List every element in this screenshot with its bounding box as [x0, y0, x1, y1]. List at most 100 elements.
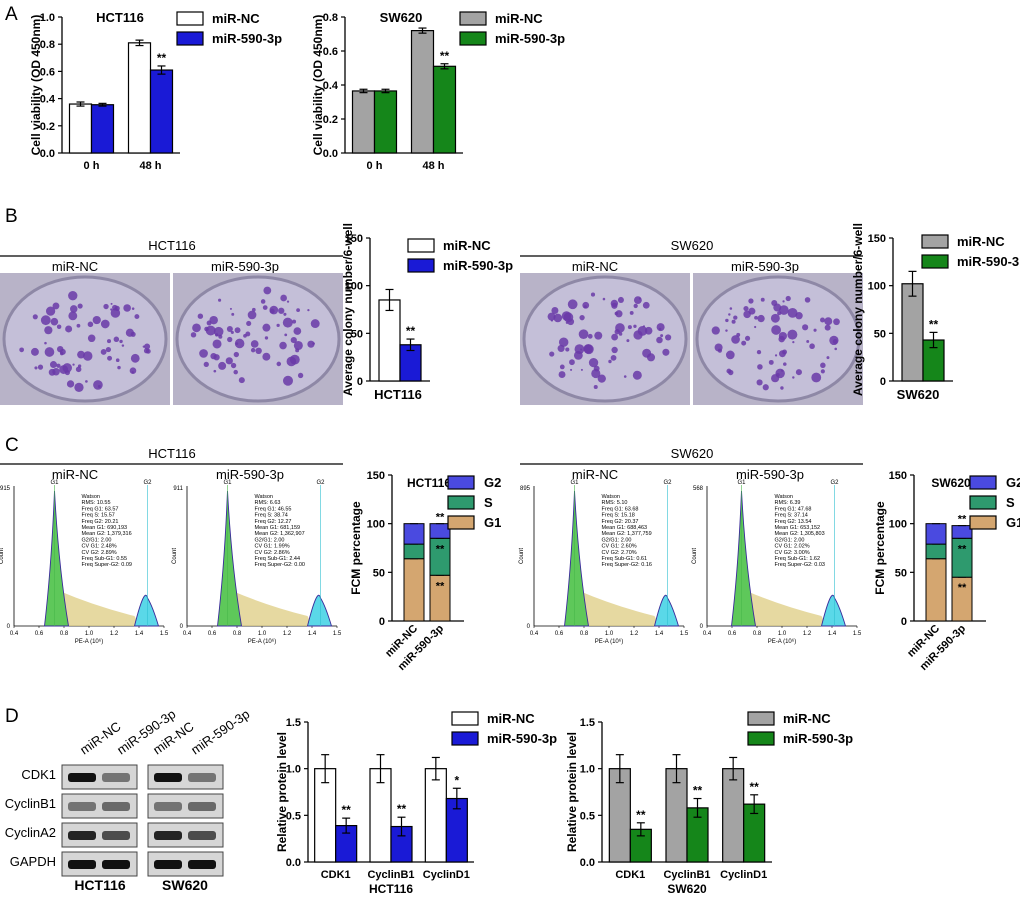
colony-dot: [775, 372, 780, 377]
colony-dot: [590, 292, 596, 297]
legend-label: S: [484, 495, 493, 510]
legend-label: miR-NC: [957, 234, 1005, 249]
stacked-bar-segment: [925, 558, 947, 622]
legend-label: G2: [484, 475, 501, 490]
colony-dot: [820, 369, 825, 374]
colony-dot: [44, 341, 47, 345]
colony-dot: [203, 361, 209, 368]
colony-dot: [119, 339, 123, 344]
significance-label: **: [958, 582, 967, 594]
hist-label: miR-590-3p: [216, 467, 284, 482]
fcm-stat-line: Freq G1: 63.57: [82, 506, 119, 512]
western-blot: miR-NCmiR-590-3pmiR-NCmiR-590-3pCDK1Cycl…: [5, 706, 253, 893]
colony-dot: [292, 319, 297, 324]
fcm-stat-line: Mean G1: 688,463: [602, 525, 648, 531]
fcm-stat-line: Freq Sub-G1: 0.55: [82, 556, 128, 562]
blot-band: [154, 802, 182, 811]
hist-x-tick-label: 0.6: [555, 631, 564, 637]
colony-dot: [826, 356, 830, 360]
colony-dot: [662, 348, 670, 356]
colony-dot: [611, 333, 619, 341]
y-tick-label: 100: [345, 281, 363, 293]
chart-D-HCT116: 0.0 0.5 1.0 1.5 ** CDK1 ** CyclinB1 * CyclinD1 Rel…: [275, 717, 474, 881]
legend-swatch: [451, 711, 479, 726]
y-tick-label: 0.6: [323, 46, 338, 58]
fcm-stat-line: Freq Sub-G1: 1.62: [775, 556, 821, 562]
colony-dot: [618, 332, 623, 336]
colony-dot: [762, 384, 769, 391]
x-tick-label: 48 h: [422, 160, 444, 172]
x-tick-label: CyclinB1: [663, 869, 710, 881]
hist-y-max: 895: [520, 486, 531, 492]
colony-dot: [282, 317, 293, 328]
fcm-stat-line: Mean G2: 1,362,907: [255, 531, 305, 537]
fcm-stat-line: Freq G2: 13.54: [775, 519, 812, 525]
colony-dot: [574, 344, 585, 355]
colony-dot: [110, 302, 113, 305]
colony-dot: [230, 330, 234, 334]
x-tick-label: CDK1: [321, 869, 351, 881]
cell-line-header: HCT116: [148, 446, 195, 461]
colony-dot: [579, 315, 585, 321]
colony-dot: [608, 359, 612, 364]
significance-label: **: [958, 543, 967, 555]
colony-dot: [820, 317, 825, 323]
y-tick-label: 150: [367, 470, 385, 482]
significance-label: **: [436, 512, 445, 524]
colony-dot: [105, 346, 112, 353]
hist-x-tick-label: 0.4: [703, 631, 712, 637]
colony-dot: [310, 319, 320, 329]
colony-dot: [103, 303, 109, 310]
colony-dot: [260, 299, 266, 304]
colony-dot: [262, 305, 268, 310]
hist-x-tick-label: 0.8: [753, 631, 762, 637]
colony-dot: [92, 315, 101, 325]
colony-dot: [743, 305, 749, 312]
colony-dot: [829, 335, 839, 346]
fcm-stat-line: CV G1: 2.48%: [82, 544, 117, 550]
colony-dot: [50, 317, 59, 326]
colony-dot: [234, 338, 245, 349]
colony-dot: [110, 308, 121, 318]
colony-dot: [74, 382, 84, 393]
y-axis-label: Relative protein level: [565, 732, 579, 852]
colony-dot: [77, 364, 82, 368]
colony-dot: [578, 329, 589, 340]
s-phase-area: [227, 591, 313, 626]
blot-band: [102, 860, 130, 869]
colony-dot: [714, 343, 723, 352]
colony-dot: [290, 336, 297, 344]
colony-dot: [263, 286, 272, 295]
colony-dot: [130, 353, 140, 363]
colony-dot: [629, 310, 634, 315]
legend-label: miR-590-3p: [487, 731, 557, 746]
legend-label: miR-590-3p: [957, 254, 1020, 269]
hist-x-tick-label: 0.6: [208, 631, 217, 637]
colony-dot: [565, 347, 570, 352]
fcm-histogram-sw-mir: 568 0 Count 0.4 0.6 0.8 1.0 1.2 1.4 1.5 PE-A (10⁶)…: [692, 480, 862, 645]
colony-dot: [783, 362, 787, 366]
colony-dot: [85, 380, 88, 383]
colony-plate-hct-nc: [0, 273, 170, 405]
significance-label: **: [693, 784, 703, 798]
y-tick-label: 150: [345, 233, 363, 245]
legend-swatch: [921, 234, 949, 249]
g2-peak: [133, 594, 160, 627]
y-tick-label: 0.2: [323, 114, 338, 126]
legend-label: miR-NC: [495, 11, 543, 26]
plate-label: miR-590-3p: [731, 259, 799, 274]
fcm-stat-line: G2/G1: 2.00: [602, 537, 632, 543]
fcm-stat-line: G2/G1: 2.00: [255, 537, 285, 543]
colony-dot: [656, 336, 663, 344]
blot-band: [68, 831, 96, 840]
colony-dot: [756, 349, 762, 355]
colony-dot: [780, 386, 784, 390]
colony-dot: [656, 323, 665, 332]
blot-band: [102, 831, 130, 840]
hist-y-max: 915: [0, 486, 11, 492]
colony-dot: [627, 325, 632, 330]
y-axis-label: Average colony number/6-well: [851, 223, 865, 396]
hist-x-tick-label: 1.2: [803, 631, 812, 637]
colony-dot: [770, 313, 780, 323]
g1-peak: [216, 490, 243, 627]
